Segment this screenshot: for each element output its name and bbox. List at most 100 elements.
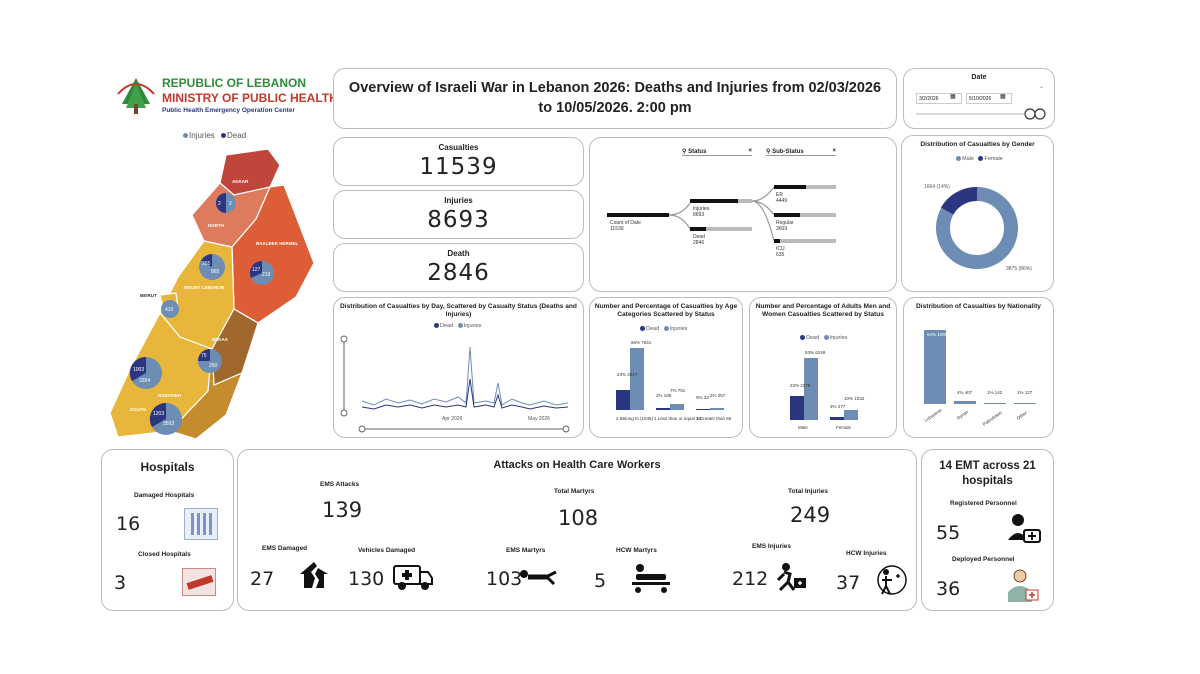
ministry-line1: REPUBLIC OF LEBANON: [162, 76, 306, 90]
death-value: 2846: [427, 260, 490, 286]
tree-injuries-value: 8693: [693, 212, 704, 218]
nationality-label-lebanese: Lebanese: [924, 407, 943, 423]
ems-damaged-label: EMS Damaged: [262, 545, 308, 552]
region-label-south: SOUTH: [130, 407, 146, 412]
broken-house-icon: [300, 562, 328, 588]
age-bar-dead-0: [616, 390, 630, 410]
stretcher-icon: [520, 570, 557, 586]
damaged-hospitals-value: 16: [116, 513, 141, 535]
adults-label-dead-male: 23% 2275: [790, 383, 811, 388]
pie-south-injuries: 3354: [139, 378, 150, 384]
ems-martyrs-label: EMS Martyrs: [506, 547, 546, 554]
attacks-title: Attacks on Health Care Workers: [493, 459, 661, 471]
hospitals-title: Hospitals: [140, 460, 195, 474]
tree-injuries-label: Injuries: [693, 206, 710, 212]
legend-injuries-label: Injuries: [829, 335, 848, 341]
nationality-bar-palestinian: [984, 403, 1006, 404]
age-category-0: 2.Belong to (1535): [616, 416, 654, 421]
deployed-personnel-label: Deployed Personnel: [952, 556, 1015, 563]
title-card: Overview of Israeli War in Lebanon 2026:…: [333, 68, 897, 129]
age-chart-card: Number and Percentage of Casualties by A…: [589, 297, 743, 438]
map-pies: 2 2 265 865 127 219 410 75 250 1003 3354: [129, 193, 274, 435]
gender-female-label: 1664 (14%): [924, 184, 950, 190]
age-bar-injuries-0: [630, 348, 644, 410]
gender-donut: 1664 (14%) 9875 (86%): [924, 184, 1032, 272]
nationality-bar-other: [1014, 403, 1036, 404]
tree-regular-label: Regular: [776, 220, 794, 226]
adults-bar-chart: 23% 2275 63% 6248 3% 277 10% 1032 Male F…: [790, 350, 865, 430]
slider-handle-end: [1034, 108, 1046, 120]
total-injuries-label: Total Injuries: [788, 488, 828, 495]
date-slider[interactable]: [914, 107, 1048, 121]
age-title: Number and Percentage of Casualties by A…: [594, 303, 738, 318]
tree-er-value: 4449: [776, 198, 787, 204]
pie-nabatieh-dead: 1203: [153, 411, 164, 417]
daily-legend: Dead Injuries: [434, 323, 481, 329]
registered-personnel-label: Registered Personnel: [950, 500, 1017, 507]
gender-card: Distribution of Casualties by Gender Mal…: [901, 135, 1054, 292]
pie-south: 1003 3354: [129, 356, 162, 389]
tree-diagram: Count of Date 11539 Injuries 8693 Dead 2…: [607, 185, 836, 258]
legend-male-dot: [956, 156, 961, 162]
calendar-start-icon[interactable]: ▦: [950, 94, 956, 100]
status-close-icon[interactable]: ×: [748, 148, 752, 154]
slider-handle-start: [1024, 108, 1036, 120]
pie-baalbek-injuries: 219: [262, 272, 271, 278]
pie-north-dead: 2: [218, 201, 221, 207]
hcw-injuries-label: HCW Injuries: [846, 550, 887, 557]
nationality-title: Distribution of Casualties by Nationalit…: [916, 303, 1041, 310]
legend-injuries-label: Injuries: [463, 323, 482, 329]
hcw-injuries-value: 37: [836, 572, 861, 594]
tree-er-bar: [774, 185, 806, 189]
substatus-close-icon[interactable]: ×: [832, 148, 836, 154]
age-bar-dead-1: [656, 408, 670, 410]
nationality-label-palestinian: Palestinian: [982, 410, 1003, 427]
nationality-bar-lebanese: [924, 330, 946, 404]
x-slider-right-handle: [562, 425, 570, 433]
region-label-baalbek: BAALBEK HERMEL: [256, 241, 299, 246]
series-injuries-line: [361, 346, 569, 406]
legend-female-label: Female: [984, 156, 1003, 162]
nationality-value-palestinian: 1% 142: [987, 390, 1003, 395]
legend-injuries-dot: [457, 323, 463, 329]
status-filter[interactable]: ⚲ Status ×: [682, 148, 752, 156]
age-bar-dead-2: [696, 409, 710, 410]
map-legend: Injuries Dead: [183, 131, 246, 140]
age-label-dead-0: 23% 2617: [617, 372, 638, 377]
tree-root-value: 11539: [610, 226, 624, 232]
injuries-value: 8693: [427, 207, 490, 233]
date-start-input[interactable]: 3/2/2026: [916, 93, 962, 104]
pie-bekaa: 75 250: [198, 349, 222, 373]
y-slider-top-handle: [340, 335, 348, 343]
running-medic-icon: [776, 563, 806, 592]
decomposition-tree-card: ⚲ Status × ⚲ Sub-Status × Count of Date …: [589, 137, 897, 292]
pie-south-dead: 1003: [133, 367, 144, 373]
ems-attacks-value: 139: [322, 498, 363, 522]
calendar-end-icon[interactable]: ▦: [1000, 94, 1006, 100]
pie-nabatieh-injuries: 3593: [163, 421, 174, 427]
deployed-personnel-value: 36: [936, 578, 961, 600]
chevron-down-icon[interactable]: ⌄: [1038, 84, 1044, 90]
ems-injuries-value: 212: [732, 568, 769, 590]
tree-root-bar: [607, 213, 669, 217]
lebanon-map: AKKAR NORTH BAALBEK HERMEL MOUNT LEBANON…: [109, 148, 315, 440]
adults-bar-injuries-male: [804, 358, 818, 420]
pie-mount-lebanon-dead: 265: [202, 261, 211, 267]
tree-icu-bar: [774, 239, 780, 243]
closed-hospitals-value: 3: [114, 572, 127, 594]
gender-title: Distribution of Casualties by Gender: [920, 141, 1035, 148]
legend-female-dot: [978, 156, 984, 162]
substatus-filter[interactable]: ⚲ Sub-Status ×: [766, 148, 836, 156]
nationality-value-other: 1% 127: [1017, 390, 1033, 395]
adults-bar-injuries-female: [844, 410, 858, 420]
total-martyrs-label: Total Martyrs: [554, 488, 595, 495]
series-dead-line: [361, 378, 569, 410]
region-label-bekaa: BEKAA: [212, 337, 229, 342]
nationality-bar-syrian: [954, 401, 976, 404]
tree-injuries-bar: [690, 199, 738, 203]
adults-bar-dead-female: [830, 417, 844, 420]
emt-card: 14 EMT across 21 hospitals Registered Pe…: [921, 449, 1054, 611]
legend-dead-label: Dead: [227, 131, 247, 140]
date-end-input[interactable]: 5/10/2026: [966, 93, 1012, 104]
date-filter-card: Date ⌄ 3/2/2026 ▦ 5/10/2026 ▦: [903, 68, 1055, 129]
